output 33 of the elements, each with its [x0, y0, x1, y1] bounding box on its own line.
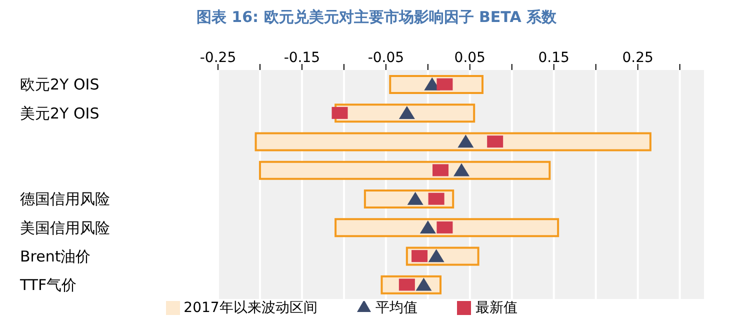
- point: [407, 192, 424, 205]
- y-tick-label: 德国信用风险: [20, 190, 110, 208]
- point: [412, 250, 428, 262]
- x-tick-label: 0.15: [538, 50, 570, 66]
- point: [432, 164, 449, 176]
- point: [458, 134, 474, 148]
- chart-title: 图表 16: 欧元兑美元对主要市场影响因子 BETA 系数: [195, 8, 558, 28]
- legend-label: 2017年以来波动区间: [184, 300, 318, 316]
- bar: [254, 132, 652, 152]
- point: [487, 136, 504, 148]
- x-tick-label: -0.15: [284, 50, 320, 66]
- y-tick-label: Brent油价: [20, 247, 91, 266]
- point: [398, 106, 415, 119]
- point: [436, 78, 453, 90]
- bar: [258, 160, 551, 180]
- bar: [334, 218, 560, 238]
- point: [428, 249, 444, 262]
- x-tick-label: 0.05: [454, 50, 486, 66]
- x-tick-label: -0.05: [368, 50, 404, 66]
- point: [332, 106, 348, 119]
- point: [420, 220, 436, 234]
- y-tick-label: 欧元2Y OIS: [20, 76, 100, 94]
- y-tick-label: 美元2Y OIS: [20, 104, 100, 122]
- legend-label: 平均值: [375, 300, 418, 316]
- legend-label: 最新值: [475, 300, 518, 316]
- x-tick-label: 0.25: [622, 50, 654, 66]
- point: [436, 221, 453, 234]
- x-tick-label: -0.25: [200, 50, 236, 66]
- point: [428, 192, 444, 205]
- point: [454, 163, 470, 176]
- point: [416, 278, 432, 291]
- y-tick-label: 美国信用风险: [20, 218, 110, 237]
- y-tick-label: TTF气价: [19, 276, 77, 294]
